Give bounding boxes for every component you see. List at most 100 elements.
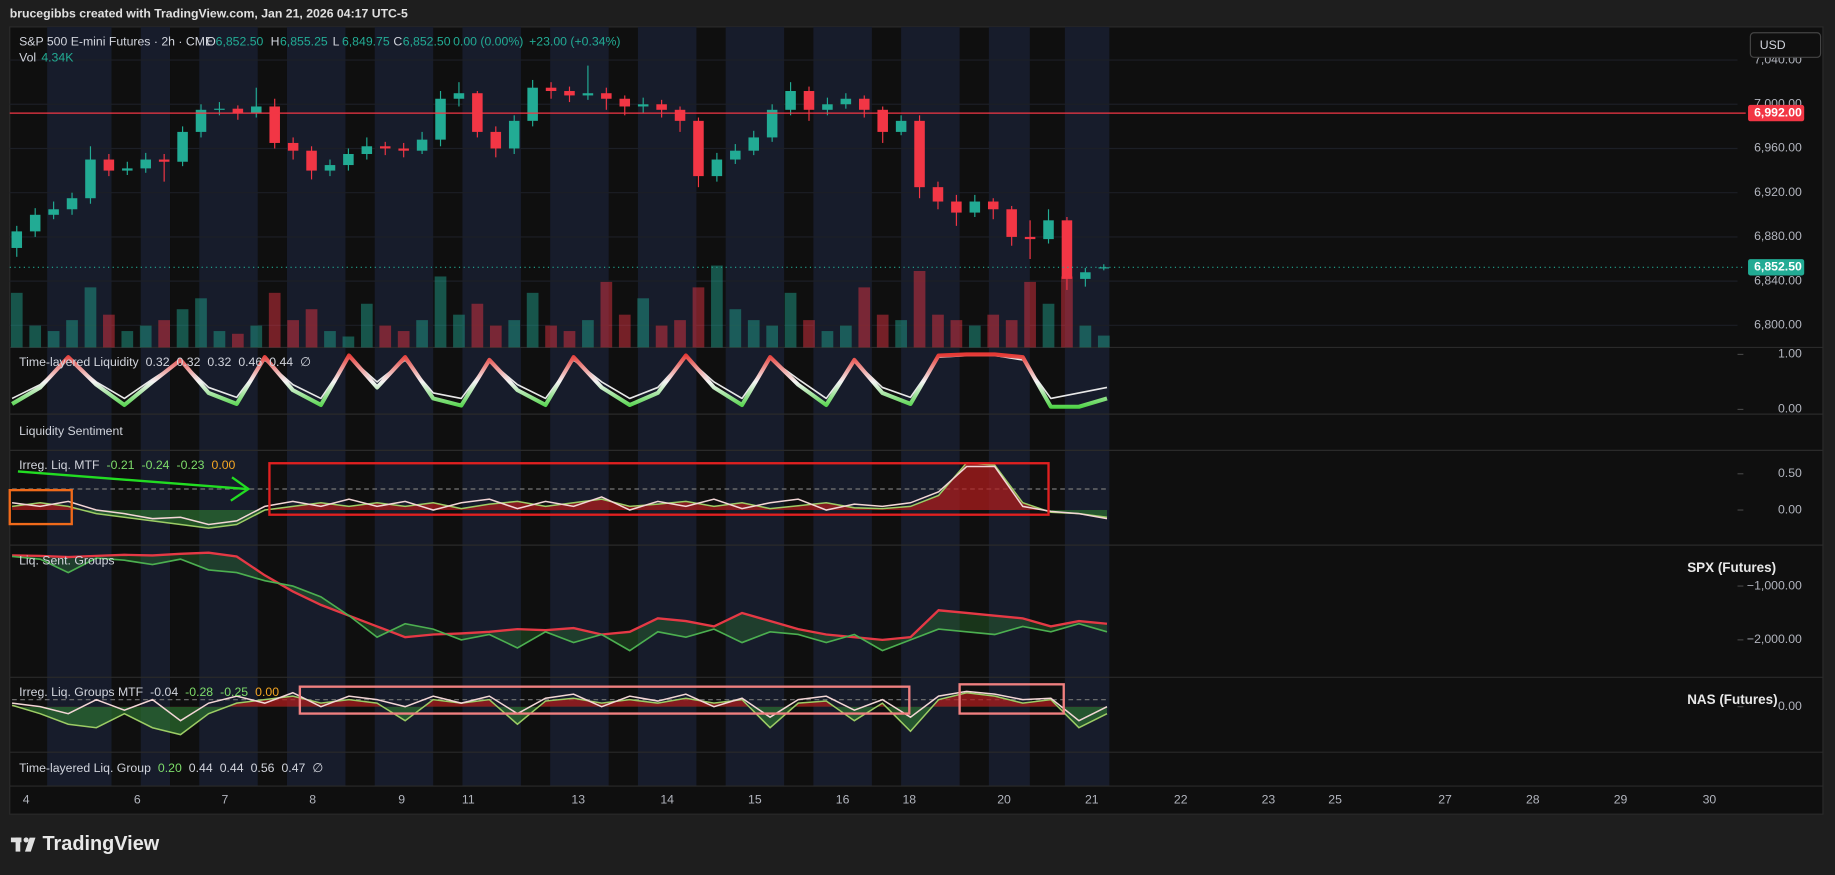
volume-bar xyxy=(213,331,226,348)
candle-body xyxy=(877,109,888,132)
session-bands xyxy=(47,26,1110,787)
band-fill xyxy=(12,552,1108,651)
y-tick-label: 0.00 xyxy=(1778,699,1802,713)
brand: TradingView xyxy=(43,833,160,855)
volume-bar xyxy=(655,325,668,348)
volume-bar xyxy=(508,320,521,348)
annotation-box xyxy=(298,685,911,715)
candle-body xyxy=(637,104,649,107)
candle-body xyxy=(251,106,262,114)
volume-bar xyxy=(471,303,484,348)
area-positive xyxy=(12,692,1058,707)
volume-bar xyxy=(1079,325,1092,348)
candle-body xyxy=(416,139,428,151)
pane-label: NAS (Futures) xyxy=(1687,692,1777,707)
pane-value: 0.56 xyxy=(251,761,275,775)
volume-bar xyxy=(158,320,171,348)
volume-bar xyxy=(1005,320,1018,348)
volume-bar xyxy=(1042,303,1055,348)
session-band xyxy=(901,26,960,787)
pane-value: 0.44 xyxy=(269,355,293,369)
volume-bar xyxy=(360,303,373,348)
volume-bar xyxy=(305,309,318,348)
y-tick-label: −1,000.00 xyxy=(1747,578,1802,592)
ohlc-key: L xyxy=(333,34,340,48)
candle-body xyxy=(232,108,244,114)
panes: 7,040.007,000.006,960.006,920.006,880.00… xyxy=(8,32,1823,806)
x-tick-label: 22 xyxy=(1174,792,1188,806)
candle-body xyxy=(177,131,188,162)
ohlc-key: O xyxy=(206,34,216,48)
x-tick-label: 29 xyxy=(1614,792,1628,806)
x-tick-label: 23 xyxy=(1262,792,1276,806)
volume-bar xyxy=(1024,281,1036,348)
candle-body xyxy=(545,87,557,92)
indicator-line xyxy=(11,352,1108,409)
pane-title: Irreg. Liq. MTF xyxy=(19,458,99,472)
indicator-line xyxy=(12,551,1108,642)
candle-body xyxy=(693,120,704,177)
annotation-box xyxy=(268,462,1050,516)
tradingview-logo: TradingView xyxy=(10,833,160,855)
session-band xyxy=(140,26,171,787)
indicator-line xyxy=(11,465,1108,526)
candle-body xyxy=(1024,236,1036,240)
volume-bar xyxy=(563,331,576,348)
vol-value: 4.34K xyxy=(41,51,74,65)
x-tick-label: 27 xyxy=(1438,792,1452,806)
y-tick-label: 6,800.00 xyxy=(1754,318,1802,332)
pane-value: -0.23 xyxy=(177,458,205,472)
session-band xyxy=(199,26,258,787)
volume-bar xyxy=(895,320,907,348)
ohlc-value: 6,852.50 xyxy=(216,34,264,48)
x-tick-label: 28 xyxy=(1526,792,1540,806)
candle-body xyxy=(785,91,796,110)
volume-bar xyxy=(379,325,392,348)
candle-body xyxy=(969,201,981,213)
x-tick-label: 18 xyxy=(902,792,916,806)
candle-body xyxy=(29,214,41,232)
y-tick-label: 6,880.00 xyxy=(1754,229,1802,243)
candle-body xyxy=(748,137,759,151)
pane-title: Time-layered Liquidity xyxy=(19,355,139,369)
volume-bar xyxy=(66,320,78,348)
annotation-arrow xyxy=(17,470,251,502)
volume-bar xyxy=(821,331,834,348)
volume-bar xyxy=(950,320,963,348)
x-tick-label: 4 xyxy=(23,792,30,806)
candle-body xyxy=(140,159,151,169)
x-tick-label: 9 xyxy=(398,792,405,806)
volume-bar xyxy=(913,271,926,348)
ohlc-key: H xyxy=(271,34,280,48)
ohlc-value: 6,852.50 xyxy=(403,34,451,48)
volume-bar xyxy=(803,320,815,348)
pane-value: 0.00 xyxy=(212,458,236,472)
pane-value: ∅ xyxy=(300,355,311,369)
volume-bar xyxy=(453,314,465,348)
volume-bar xyxy=(747,320,760,348)
annotation-box xyxy=(8,488,73,526)
y-tick-label: 1.00 xyxy=(1778,347,1802,361)
volume-bar xyxy=(434,276,447,348)
candle-body xyxy=(1006,209,1017,237)
volume-bar xyxy=(729,309,742,348)
pane-value: 0.47 xyxy=(281,761,305,775)
volume-bar xyxy=(784,292,797,348)
pane-value: ∅ xyxy=(312,761,323,775)
candle-body xyxy=(269,106,280,143)
symbol: S&P 500 E-mini Futures · 2h · CME xyxy=(19,34,213,48)
candle-body xyxy=(766,109,778,138)
price-badge xyxy=(1748,259,1805,276)
vol-label: Vol xyxy=(19,51,36,65)
currency-button[interactable] xyxy=(1749,32,1822,58)
volume-bar xyxy=(342,336,355,348)
pane-value: -0.24 xyxy=(142,458,170,472)
candle-body xyxy=(361,146,373,155)
day-change: +23.00 (+0.34%) xyxy=(529,34,620,48)
volume-bar xyxy=(526,292,539,348)
candle-body xyxy=(803,91,815,110)
candle-body xyxy=(1080,272,1091,279)
pane-value: -0.25 xyxy=(220,685,248,699)
volume-bar xyxy=(324,331,336,348)
